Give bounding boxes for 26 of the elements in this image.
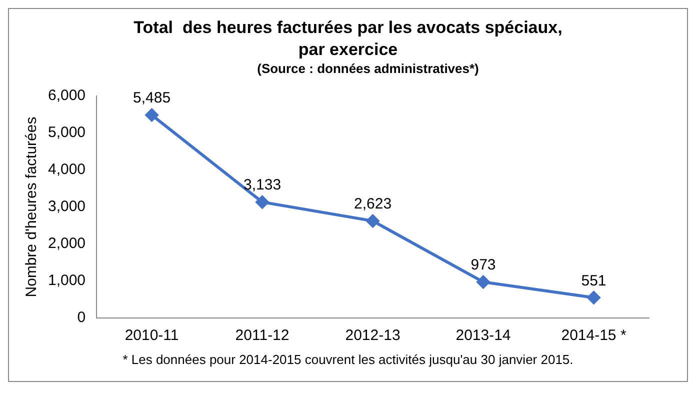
y-axis-title: Nombre d'heures facturées: [23, 116, 40, 298]
data-label: 2,623: [354, 196, 392, 213]
point: [256, 196, 269, 209]
text: * Les données pour 2014-2015 couvrent les activités jusqu'au 30 janvier 2015.: [122, 352, 574, 367]
x-tick-label: 2012-13: [345, 327, 400, 344]
point: [366, 214, 380, 228]
data-label: 3,133: [244, 176, 282, 194]
y-tick-label: 3,000: [48, 198, 86, 216]
y-tick-label: 6,000: [48, 87, 86, 104]
x-tick-label: 2010-11: [124, 327, 179, 344]
data-label: 5,485: [133, 90, 171, 107]
x-tick-label: 2013-14: [456, 327, 511, 344]
data-label: 551: [581, 272, 606, 290]
y-tick-label: 0: [77, 309, 86, 326]
y-tick-label: 5,000: [48, 124, 86, 142]
point: [587, 291, 600, 304]
point: [145, 108, 158, 122]
y-tick-label: 2,000: [48, 235, 86, 252]
chart-title: Total des heures facturées par les avocats spéciaux, par exercice: [132, 17, 564, 61]
y-tick-label: 1,000: [48, 272, 86, 290]
data-label: 973: [470, 256, 496, 274]
chart-subtitle: (Source : données administratives*): [256, 61, 480, 76]
y-tick-label: 4,000: [48, 161, 86, 178]
x-tick-label: 2014-15 *: [561, 327, 626, 344]
x-tick-label: 2011-12: [235, 327, 290, 344]
point: [476, 276, 490, 288]
